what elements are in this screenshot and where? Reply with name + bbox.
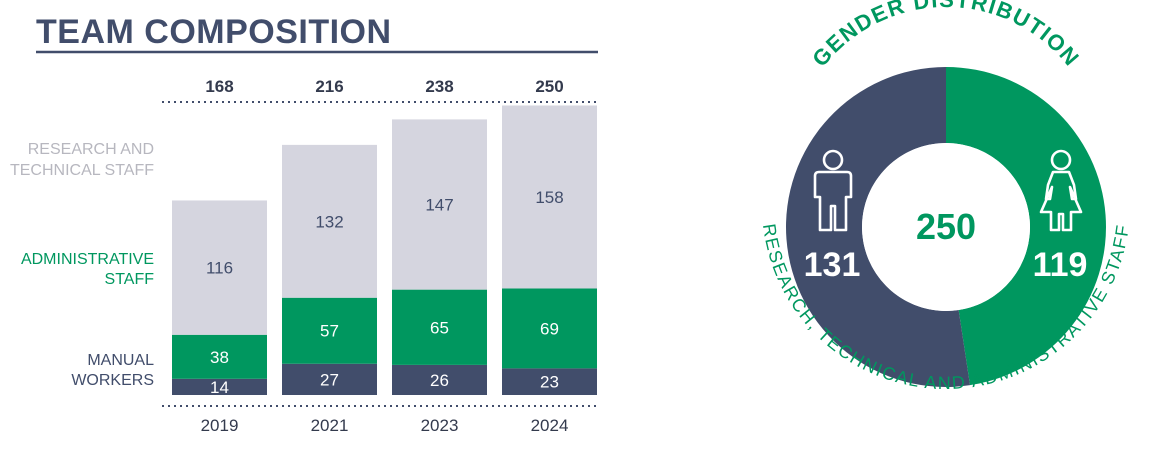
bar-segment [392,364,487,395]
bar-segment [282,363,377,395]
female-person-icon [1039,149,1083,232]
x-axis-labels: 2019 2021 2023 2024 [201,416,569,435]
bar-segment [172,200,267,335]
donut-total: 250 [916,206,976,247]
bar-value-label: 57 [320,322,339,341]
donut-slice-female [946,67,1106,386]
bar-value-label: 14 [210,378,229,397]
x-tick-label: 2024 [531,416,569,435]
donut-slices [785,67,1106,387]
bar-total-label: 216 [315,77,343,96]
x-tick-label: 2023 [421,416,459,435]
bar-segment [502,288,597,369]
series-label: TECHNICAL STAFF [10,162,154,179]
series-label: STAFF [105,271,155,288]
series-label: ADMINISTRATIVE [21,251,154,268]
donut-title-text: GENDER DISTRIBUTION [807,0,1083,71]
gender-donut-chart: 250 131 119 GENDER DISTRIBUTION RESEARCH… [759,0,1131,393]
bar-value-label: 147 [425,196,453,215]
bar-segment [172,378,267,395]
bar-total-label: 168 [205,77,233,96]
bar-totals: 168 216 238 250 [205,77,563,96]
bar-value-label: 23 [540,373,559,392]
page-title: TEAM COMPOSITION [36,13,392,51]
stacked-bar-chart: 168 216 238 250 14 38 116 27 57 132 26 65 147 23 69 15… [10,77,598,435]
bar-value-label: 158 [535,188,563,207]
x-tick-label: 2019 [201,416,239,435]
bar-total-label: 250 [535,77,563,96]
bar-segment [392,289,487,365]
bar-value-label: 132 [315,212,343,231]
donut-hole [862,143,1030,311]
bar-segment [502,105,597,289]
bar-value-label: 38 [210,348,229,367]
female-count: 119 [1033,246,1088,284]
bars: 14 38 116 27 57 132 26 65 147 23 69 158 [172,105,597,397]
bar-value-label: 65 [430,318,449,337]
bar-segment [282,297,377,364]
male-person-icon [813,149,853,232]
bar-segment [502,368,597,395]
bar-value-label: 27 [320,370,339,389]
series-label: WORKERS [71,372,154,389]
donut-slice-male [785,67,971,387]
series-labels: MANUAL WORKERS ADMINISTRATIVE STAFF RESEARCH… [10,141,154,389]
male-count: 131 [804,246,861,284]
bar-value-label: 69 [540,319,559,338]
bar-value-label: 26 [430,371,449,390]
bar-segment [392,119,487,290]
series-label: MANUAL [87,352,154,369]
donut-title: GENDER DISTRIBUTION [807,0,1085,71]
bar-value-label: 116 [206,259,233,278]
series-label: RESEARCH AND [28,141,154,158]
bar-segment [172,334,267,379]
bar-segment [282,144,377,298]
bar-total-label: 238 [425,77,453,96]
x-tick-label: 2021 [311,416,349,435]
